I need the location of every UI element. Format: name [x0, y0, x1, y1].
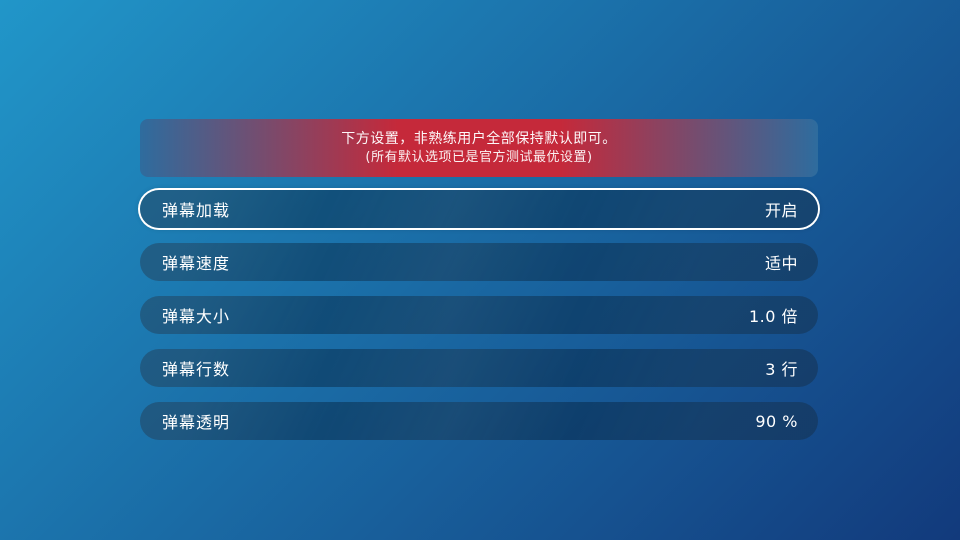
setting-row-danmaku-size[interactable]: 弹幕大小 1.0 倍 [140, 296, 818, 334]
notice-line-1: 下方设置，非熟练用户全部保持默认即可。 [341, 130, 617, 147]
setting-label: 弹幕行数 [162, 360, 231, 379]
setting-value: 开启 [764, 201, 798, 220]
notice-banner: 下方设置，非熟练用户全部保持默认即可。 (所有默认选项已是官方测试最优设置) [140, 119, 818, 177]
settings-panel: 下方设置，非熟练用户全部保持默认即可。 (所有默认选项已是官方测试最优设置) 弹… [140, 119, 818, 440]
setting-row-danmaku-speed[interactable]: 弹幕速度 适中 [140, 243, 818, 281]
setting-label: 弹幕大小 [162, 307, 231, 326]
setting-value: 3 行 [765, 360, 798, 379]
setting-value: 适中 [764, 254, 798, 273]
setting-row-danmaku-load[interactable]: 弹幕加载 开启 [140, 190, 818, 228]
setting-value: 90 % [755, 411, 798, 431]
setting-label: 弹幕透明 [162, 413, 231, 432]
setting-value: 1.0 倍 [748, 307, 798, 326]
notice-line-2: (所有默认选项已是官方测试最优设置) [365, 149, 593, 165]
setting-row-danmaku-opacity[interactable]: 弹幕透明 90 % [140, 402, 818, 440]
setting-label: 弹幕加载 [162, 201, 231, 220]
setting-label: 弹幕速度 [162, 254, 231, 273]
setting-row-danmaku-lines[interactable]: 弹幕行数 3 行 [140, 349, 818, 387]
settings-list: 弹幕加载 开启 弹幕速度 适中 弹幕大小 1.0 倍 弹幕行数 3 行 弹幕透明… [140, 190, 818, 440]
